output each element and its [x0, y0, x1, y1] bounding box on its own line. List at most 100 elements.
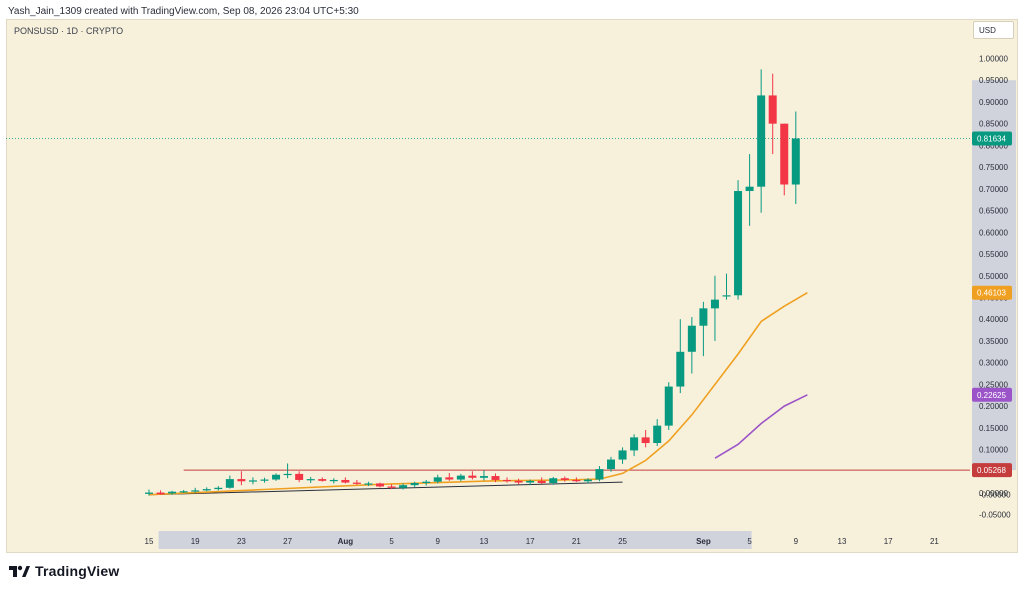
candle-up: [248, 480, 257, 482]
y-tick-label: 0.20000: [979, 402, 1008, 411]
tradingview-branding[interactable]: TradingView: [8, 563, 119, 579]
candle-down: [780, 123, 789, 185]
y-tick-label: 0.85000: [979, 120, 1008, 129]
y-tick-label: 0.50000: [979, 272, 1008, 281]
candle-down: [768, 95, 777, 124]
y-tick-label: -0.00000: [979, 490, 1011, 499]
price-tag: [972, 387, 1012, 402]
price-tag: [972, 131, 1012, 146]
candle-down: [514, 480, 523, 483]
candle-up: [410, 483, 419, 486]
candle-up: [168, 491, 177, 494]
x-tick-label: 23: [237, 537, 246, 546]
candle-up: [687, 325, 696, 352]
x-tick-label: Aug: [338, 537, 354, 546]
moving-average-fast: [148, 292, 808, 496]
y-tick-label: 0.35000: [979, 337, 1008, 346]
candle-down: [295, 473, 304, 480]
candle-up: [306, 479, 315, 481]
candle-up: [179, 491, 188, 493]
price-tag-label: 0.05268: [977, 466, 1006, 475]
tradingview-logo-icon: [9, 565, 30, 577]
candle-up: [433, 477, 442, 482]
candle-down: [503, 479, 512, 482]
y-tick-label: 0.00000: [979, 489, 1008, 498]
candle-down: [572, 479, 581, 482]
attribution-text: Yash_Jain_1309 created with TradingView.…: [8, 6, 359, 17]
y-tick-label: 0.10000: [979, 446, 1008, 455]
candle-down: [318, 479, 327, 481]
x-tick-label: 13: [479, 537, 488, 546]
y-tick-label: 0.95000: [979, 76, 1008, 85]
trendline: [148, 481, 623, 496]
candle-up: [664, 386, 673, 426]
candle-down: [641, 437, 650, 444]
x-tick-label: 17: [526, 537, 535, 546]
price-tag: [972, 463, 1012, 478]
y-tick-label: 0.90000: [979, 98, 1008, 107]
y-tick-label: 0.40000: [979, 315, 1008, 324]
candle-up: [757, 95, 766, 187]
candle-up: [364, 483, 373, 485]
y-tick-label: 0.30000: [979, 359, 1008, 368]
candle-down: [156, 492, 165, 495]
candle-up: [583, 479, 592, 482]
candle-up: [272, 474, 281, 480]
candle-up: [225, 479, 234, 488]
candle-down: [491, 476, 500, 480]
price-tag: [972, 285, 1012, 300]
candle-up: [549, 478, 558, 484]
candle-up: [699, 308, 708, 326]
candle-down: [537, 480, 546, 484]
price-tag-label: 0.81634: [977, 134, 1006, 143]
x-tick-label: 5: [389, 537, 394, 546]
candle-up: [710, 299, 719, 309]
candle-up: [618, 450, 627, 460]
currency-selector[interactable]: USD: [973, 21, 1014, 39]
candle-up: [399, 485, 408, 488]
y-tick-label: 0.70000: [979, 185, 1008, 194]
y-tick-label: 0.25000: [979, 380, 1008, 389]
candle-down: [376, 483, 384, 487]
price-tag-label: 0.46103: [977, 289, 1006, 298]
y-tick-label: 0.80000: [979, 141, 1008, 150]
candle-up: [745, 186, 754, 192]
y-tick-label: 0.55000: [979, 250, 1008, 259]
candle-up: [630, 437, 639, 451]
candle-down: [387, 486, 396, 488]
candle-up: [607, 459, 615, 470]
x-axis-range-highlight: [158, 531, 752, 549]
candle-up: [653, 425, 662, 444]
candle-down: [560, 478, 569, 480]
candle-up: [283, 473, 292, 476]
x-tick-label: 5: [747, 537, 752, 546]
y-tick-label: 0.15000: [979, 424, 1008, 433]
candle-down: [468, 475, 477, 478]
candle-up: [329, 479, 338, 482]
candle-up: [191, 490, 200, 492]
x-tick-label: 21: [930, 537, 939, 546]
candle-up: [526, 480, 535, 483]
x-tick-label: 19: [191, 537, 200, 546]
candle-up: [145, 492, 153, 494]
x-tick-label: 9: [794, 537, 799, 546]
x-tick-label: 9: [436, 537, 441, 546]
tradingview-brand-text: TradingView: [35, 563, 120, 579]
candle-down: [445, 477, 454, 480]
candle-up: [676, 351, 685, 387]
x-tick-label: 13: [838, 537, 847, 546]
candle-up: [479, 476, 488, 478]
chart-frame: [6, 19, 1018, 553]
y-tick-label: 0.65000: [979, 207, 1008, 216]
candle-down: [237, 479, 246, 482]
candle-up: [734, 191, 743, 296]
x-tick-label: 17: [884, 537, 893, 546]
symbol-line: PONSUSD · 1D · CRYPTO: [14, 26, 124, 36]
candle-up: [214, 487, 223, 490]
y-tick-label: 0.60000: [979, 228, 1008, 237]
x-tick-label: 27: [283, 537, 292, 546]
candle-up: [595, 469, 604, 480]
x-tick-label: 15: [145, 537, 154, 546]
candle-up: [456, 475, 465, 480]
